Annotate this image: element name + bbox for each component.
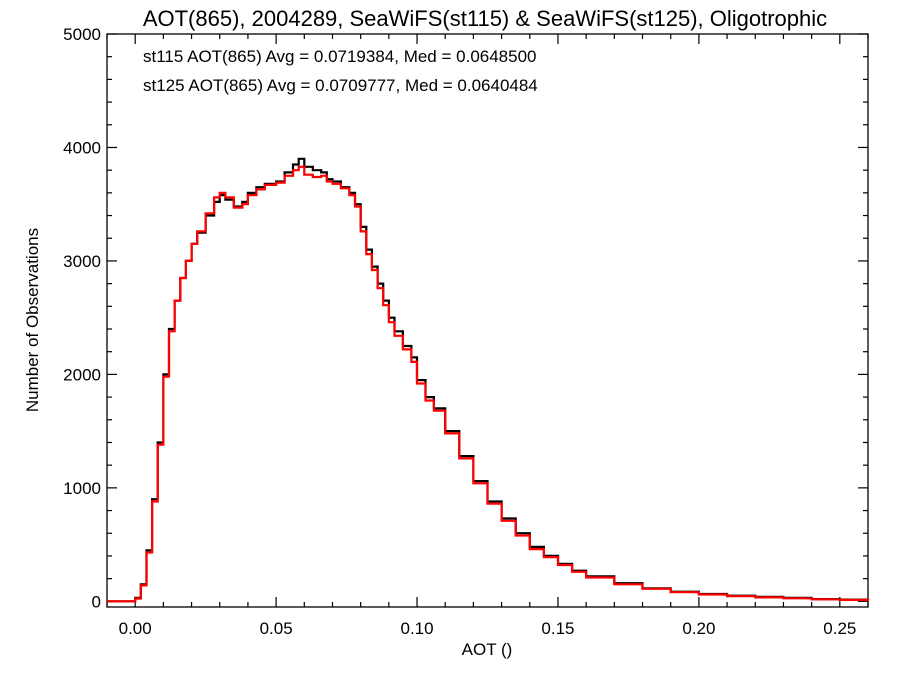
x-tick-label: 0.20 — [682, 619, 715, 638]
y-axis-label: Number of Observations — [23, 228, 42, 412]
x-tick-label: 0.10 — [400, 619, 433, 638]
annotation-st125-stats: st125 AOT(865) Avg = 0.0709777, Med = 0.… — [143, 76, 538, 95]
series-st115-line — [107, 157, 870, 603]
y-tick-label: 2000 — [63, 365, 101, 384]
x-axis-label: AOT () — [462, 640, 513, 659]
annotation-st115-stats: st115 AOT(865) Avg = 0.0719384, Med = 0.… — [143, 47, 537, 66]
plot-frame — [106, 33, 869, 608]
y-tick-label: 0 — [92, 592, 101, 611]
x-tick-label: 0.05 — [260, 619, 293, 638]
x-tick-label: 0.15 — [541, 619, 574, 638]
x-tick-label: 0.00 — [119, 619, 152, 638]
chart-title: AOT(865), 2004289, SeaWiFS(st115) & SeaW… — [143, 6, 827, 31]
y-tick-label: 1000 — [63, 479, 101, 498]
y-tick-label: 5000 — [63, 25, 101, 44]
y-tick-label: 4000 — [63, 138, 101, 157]
series-st125-line — [107, 165, 870, 603]
x-tick-label: 0.25 — [823, 619, 856, 638]
y-tick-label: 3000 — [63, 252, 101, 271]
